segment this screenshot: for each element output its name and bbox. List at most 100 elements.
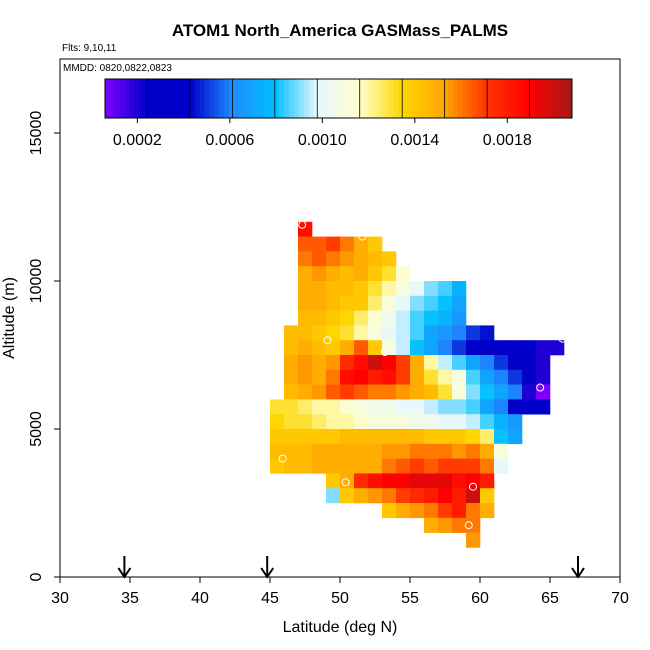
colorbar-segment	[124, 79, 131, 118]
heatmap-cell	[298, 221, 313, 237]
heatmap-cell	[410, 355, 425, 371]
heatmap-cell	[340, 443, 355, 459]
flight-point	[278, 454, 287, 463]
x-tick-label: 60	[471, 590, 489, 607]
heatmap-cell	[354, 384, 369, 400]
heatmap-cell	[466, 503, 481, 519]
heatmap-cell	[396, 414, 411, 430]
colorbar-segment	[477, 79, 483, 118]
flight-point	[452, 380, 461, 389]
colorbar-segment	[293, 79, 300, 118]
heatmap-cell	[340, 355, 355, 371]
heatmap-cell	[368, 369, 383, 385]
colorbar-segment	[199, 79, 205, 118]
colorbar-segment	[427, 79, 434, 118]
heatmap-cell	[508, 355, 523, 371]
colorbar-segment	[437, 79, 444, 118]
heatmap-cell	[298, 384, 313, 400]
heatmap-cell	[312, 458, 327, 474]
heatmap-cell	[410, 325, 425, 341]
heatmap-cell	[312, 251, 327, 267]
colorbar-segment	[417, 79, 424, 118]
heatmap-cell	[396, 355, 411, 371]
heatmap-cell	[396, 473, 411, 489]
colorbar-segment	[353, 79, 359, 118]
heatmap-cell	[536, 355, 551, 371]
heatmap-cell	[382, 443, 397, 459]
heatmap-cell	[326, 488, 341, 504]
y-tick-label: 10000	[28, 259, 45, 304]
heatmap-cell	[354, 266, 369, 282]
heatmap-cell	[452, 458, 467, 474]
heatmap-cell	[340, 414, 355, 430]
heatmap-cell	[494, 340, 509, 356]
heatmap-cell	[494, 384, 509, 400]
heatmap-cell	[382, 384, 397, 400]
colorbar-segment	[542, 79, 548, 118]
x-tick-label: 35	[121, 590, 139, 607]
heatmap-cell	[396, 399, 411, 415]
colorbar-segment	[318, 79, 324, 118]
heatmap-cell	[354, 355, 369, 371]
heatmap-cell	[494, 429, 509, 445]
colorbar-segment	[239, 79, 245, 118]
down-arrow-icon	[117, 556, 132, 579]
heatmap-cell	[298, 399, 313, 415]
heatmap-cell	[354, 236, 369, 252]
colorbar-tick-label: 0.0014	[390, 132, 439, 149]
colorbar-segment	[159, 79, 166, 118]
heatmap-cell	[396, 384, 411, 400]
heatmap-cell	[480, 414, 495, 430]
y-tick-label: 5000	[28, 411, 45, 447]
colorbar-segment	[214, 79, 220, 118]
heatmap-cell	[382, 266, 397, 282]
y-tick-label: 15000	[28, 111, 45, 156]
heatmap-cell	[508, 414, 523, 430]
heatmap-cell	[438, 429, 453, 445]
heatmap-cell	[438, 310, 453, 326]
colorbar-segment	[388, 79, 394, 118]
heatmap-cell	[466, 532, 481, 548]
colorbar-segment	[467, 79, 474, 118]
colorbar-segment	[129, 79, 136, 118]
heatmap-cell	[284, 458, 299, 474]
colorbar-segment	[194, 79, 200, 118]
heatmap-cell	[298, 310, 313, 326]
heatmap-cell	[340, 384, 355, 400]
colorbar-segment	[189, 79, 195, 118]
heatmap-cell	[438, 458, 453, 474]
colorbar-segment	[373, 79, 379, 118]
colorbar-segment	[507, 79, 513, 118]
heatmap-cell	[466, 340, 481, 356]
heatmap-cell	[382, 399, 397, 415]
y-axis-label: Altitude (m)	[1, 277, 18, 359]
heatmap-cell	[466, 355, 481, 371]
colorbar-segment	[408, 79, 414, 118]
heatmap-cell	[298, 251, 313, 267]
colorbar-tick-label: 0.0006	[205, 132, 254, 149]
heatmap-cell	[494, 399, 509, 415]
heatmap-cell	[354, 325, 369, 341]
heatmap-cell	[452, 295, 467, 311]
x-axis-label: Latitude (deg N)	[283, 619, 398, 636]
mmdd-label: MMDD: 0820,0822,0823	[63, 63, 172, 74]
heatmap-cell	[340, 236, 355, 252]
heatmap-cell	[494, 458, 509, 474]
heatmap-cell	[368, 325, 383, 341]
heatmap-cell	[368, 429, 383, 445]
heatmap-cell	[438, 295, 453, 311]
heatmap-cell	[536, 384, 551, 400]
heatmap-cell	[312, 281, 327, 297]
colorbar-segment	[139, 79, 146, 118]
colorbar-segment	[313, 79, 320, 118]
heatmap-cell	[382, 488, 397, 504]
heatmap-cell	[326, 236, 341, 252]
heatmap-cell	[410, 369, 425, 385]
heatmap-cell	[382, 340, 397, 356]
heatmap-cell	[410, 473, 425, 489]
heatmap-cell	[270, 399, 285, 415]
heatmap-cell	[326, 369, 341, 385]
colorbar-segment	[164, 79, 170, 118]
heatmap-cell	[368, 384, 383, 400]
heatmap-cell	[424, 310, 439, 326]
